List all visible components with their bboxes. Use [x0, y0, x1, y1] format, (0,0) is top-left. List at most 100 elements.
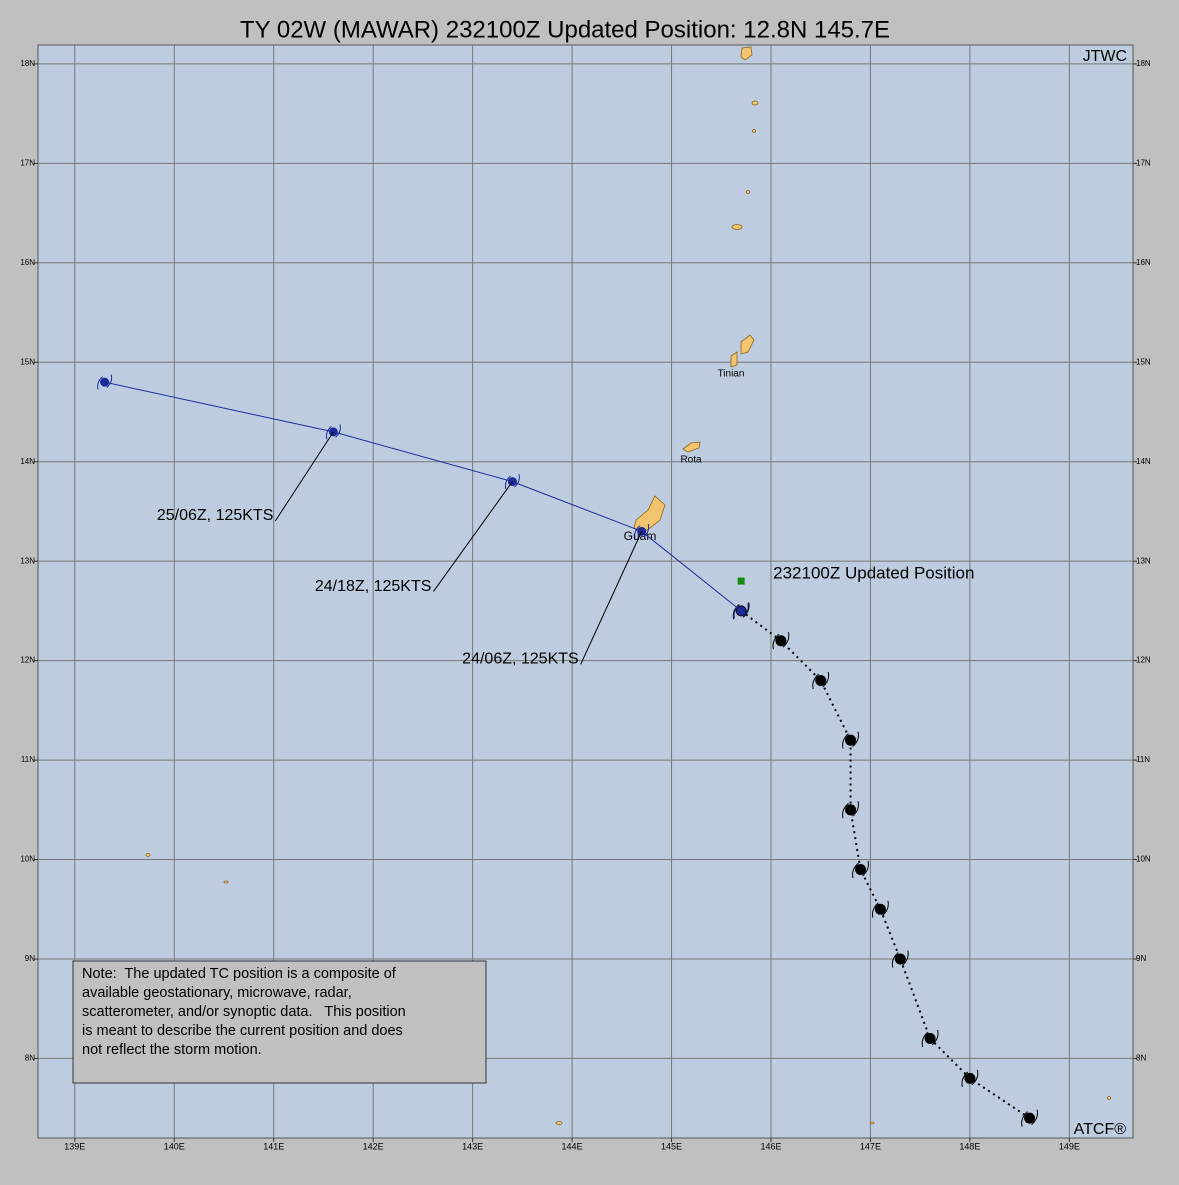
track-point: [845, 734, 857, 746]
storm-symbol-arm: [325, 424, 341, 440]
storm-symbol: [1021, 1109, 1038, 1127]
x-tick-label: 145E: [661, 1141, 682, 1151]
island: [869, 1121, 875, 1125]
y-tick-label: 15N: [20, 357, 35, 366]
storm-symbol-arm: [732, 602, 750, 620]
storm-symbol: [97, 374, 113, 390]
y-tick-label: 8N: [1136, 1054, 1146, 1063]
storm-symbol-arm: [871, 900, 889, 918]
island: [145, 853, 151, 857]
storm-symbol: [921, 1029, 939, 1048]
y-tick-label: 10N: [20, 855, 35, 864]
storm-symbol-arm: [772, 632, 790, 650]
track-point: [1024, 1112, 1036, 1124]
x-tick-label: 147E: [860, 1141, 881, 1151]
note-line: not reflect the storm motion.: [82, 1042, 262, 1058]
island: [731, 224, 743, 230]
island: [730, 351, 738, 368]
y-tick-label: 10N: [1136, 855, 1151, 864]
y-tick-label: 14N: [20, 457, 35, 466]
y-tick-label: 16N: [1136, 258, 1151, 267]
x-tick-label: 148E: [959, 1141, 980, 1151]
x-tick-label: 149E: [1059, 1141, 1080, 1151]
track-point: [100, 377, 110, 387]
track-point: [815, 675, 827, 687]
note-box: Note: The updated TC position is a compo…: [72, 960, 487, 1084]
x-tick-label: 140E: [164, 1141, 185, 1151]
grid: [34, 45, 1137, 1142]
agency: JTWC: [1083, 48, 1127, 65]
storm-symbol-arm: [634, 523, 650, 539]
y-tick-label: 9N: [1136, 954, 1146, 963]
storm-symbol-arm: [812, 671, 830, 690]
track-point: [775, 635, 787, 647]
storm-symbol: [891, 950, 909, 968]
y-tick-label: 15N: [1136, 357, 1151, 366]
title: TY 02W (MAWAR) 232100Z Updated Position:…: [240, 16, 890, 43]
y-tick-label: 16N: [20, 258, 35, 267]
storm-symbol-arm: [842, 801, 859, 819]
note-line: scatterometer, and/or synoptic data. Thi…: [82, 1004, 406, 1020]
storm-symbol: [812, 671, 830, 690]
y-tick-label: 9N: [25, 954, 35, 963]
island: [740, 334, 755, 355]
leader-line: [580, 531, 643, 665]
y-tick-label: 17N: [1136, 158, 1151, 167]
y-tick-label: 11N: [1136, 755, 1150, 764]
x-tick-label: 139E: [64, 1141, 85, 1151]
storm-symbol: [733, 603, 749, 619]
island: [555, 1121, 563, 1125]
x-tick-label: 146E: [760, 1141, 781, 1151]
storm-symbol-arm: [961, 1069, 979, 1087]
x-tick-label: 141E: [263, 1141, 284, 1151]
island: [746, 190, 750, 194]
leader-line: [274, 431, 334, 522]
y-tick-label: 18N: [1136, 59, 1151, 68]
y-tick-label: 8N: [25, 1054, 35, 1063]
x-tick-label: 142E: [363, 1141, 384, 1151]
track-point: [845, 804, 857, 816]
note-background: [72, 960, 487, 1084]
island: [752, 129, 756, 133]
x-tick-label: 143E: [462, 1141, 483, 1151]
y-tick-label: 12N: [1136, 656, 1151, 665]
storm-symbol-arm: [842, 731, 859, 749]
y-tick-label: 14N: [1136, 457, 1151, 466]
past-track-line: [740, 610, 1031, 1119]
storm-symbol: [961, 1069, 979, 1087]
island: [223, 880, 229, 884]
forecast-label: 25/06Z, 125KTS: [157, 507, 274, 524]
storm-symbol-arm: [921, 1029, 939, 1048]
island: [740, 46, 753, 61]
y-tick-label: 13N: [1136, 556, 1151, 565]
y-tick-label: 17N: [20, 158, 35, 167]
storm-symbol-arm: [852, 860, 869, 879]
track-point: [964, 1072, 976, 1084]
island: [682, 441, 701, 453]
storm-symbol-arm: [97, 374, 113, 390]
map-area: [37, 44, 1134, 1139]
updated-position-marker: [737, 577, 745, 585]
y-tick-label: 12N: [20, 656, 35, 665]
storm-symbol-arm: [891, 950, 909, 968]
storm-symbol-arm: [504, 473, 520, 490]
tracks: [97, 374, 1038, 1127]
forecast-label: 24/06Z, 125KTS: [462, 651, 579, 668]
storm-symbol: [871, 900, 889, 918]
storm-symbol: [772, 632, 790, 650]
y-tick-label: 18N: [20, 59, 35, 68]
note-line: available geostationary, microwave, rada…: [82, 985, 352, 1001]
track-point: [874, 903, 886, 915]
track-point: [854, 863, 866, 875]
updated-position-label: 232100Z Updated Position: [773, 564, 974, 583]
track-point: [894, 953, 906, 965]
storm-symbol: [842, 801, 859, 819]
islands: [145, 46, 1111, 1125]
note-line: Note: The updated TC position is a compo…: [82, 966, 397, 982]
island: [1107, 1096, 1111, 1100]
storm-symbol: [842, 731, 859, 749]
track-point: [736, 606, 746, 616]
place-label: Tinian: [718, 369, 745, 380]
